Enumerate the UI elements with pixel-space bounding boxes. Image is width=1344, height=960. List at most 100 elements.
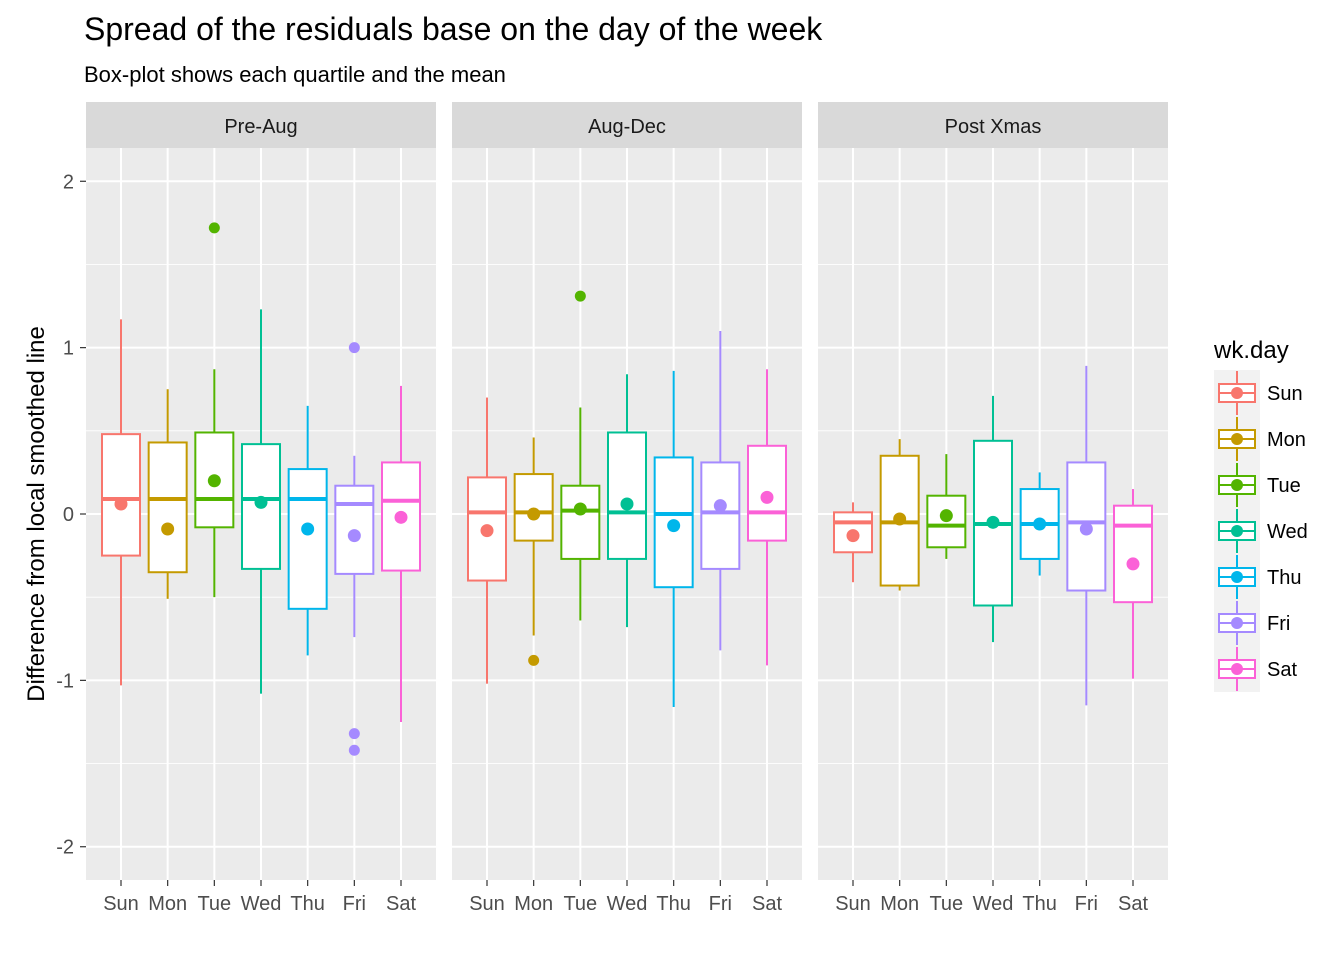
box-body: [147, 441, 188, 574]
x-tick-label: Wed: [973, 893, 1014, 915]
box-thu: [653, 370, 694, 707]
box-tue: [560, 290, 601, 621]
legend-entry-sun: Sun: [1214, 370, 1303, 416]
box-thu: [1019, 472, 1060, 576]
panel-post-xmas: Post Xmas Sun Mon Tue Wed Thu Fri Sat: [818, 102, 1168, 915]
x-tick-label: Sat: [386, 893, 416, 915]
box-body: [513, 473, 554, 542]
mean-point: [207, 474, 221, 488]
legend-label: Fri: [1267, 613, 1290, 635]
legend-title: wk.day: [1213, 337, 1289, 364]
legend-key-point: [1231, 663, 1243, 675]
facet-strip-label: Pre-Aug: [224, 116, 297, 138]
panel-aug-dec: Aug-Dec Sun Mon Tue Wed Thu Fri Sat: [452, 102, 802, 915]
legend-label: Thu: [1267, 567, 1301, 589]
legend-label: Sun: [1267, 383, 1303, 405]
box-mon: [147, 389, 188, 599]
box-body: [1113, 504, 1153, 604]
x-tick-label: Sun: [103, 893, 139, 915]
facet-strip: [818, 102, 1168, 148]
box-tue: [926, 454, 967, 559]
mean-point: [620, 497, 634, 511]
legend-entry-fri: Fri: [1214, 600, 1290, 646]
x-tick-label: Thu: [656, 893, 690, 915]
mean-point: [760, 490, 774, 504]
mean-point: [667, 519, 681, 533]
box-tue: [194, 222, 235, 598]
box-body: [607, 431, 647, 560]
box-fri: [334, 342, 375, 756]
legend-key-point: [1231, 571, 1243, 583]
y-tick-label: -2: [56, 837, 74, 859]
legend-key-point: [1231, 525, 1243, 537]
legend-entry-thu: Thu: [1214, 554, 1301, 600]
box-body: [287, 468, 328, 610]
legend-entry-wed: Wed: [1214, 508, 1308, 554]
box-mon: [879, 439, 920, 591]
mean-point: [713, 499, 727, 513]
x-tick-label: Sat: [1118, 893, 1148, 915]
legend-label: Wed: [1267, 521, 1308, 543]
facet-strip: [452, 102, 802, 148]
facet-strip-label: Aug-Dec: [588, 116, 666, 138]
legend-label: Mon: [1267, 429, 1306, 451]
y-tick-label: -1: [56, 670, 74, 692]
mean-point: [1033, 517, 1047, 531]
x-tick-label: Thu: [1022, 893, 1056, 915]
x-tick-label: Sun: [469, 893, 505, 915]
x-tick-label: Sun: [835, 893, 871, 915]
box-wed: [607, 374, 647, 628]
facet-strip: [86, 102, 436, 148]
y-axis-title: Difference from local smoothed line: [23, 326, 50, 702]
box-sat: [747, 369, 787, 666]
outlier-point: [348, 342, 360, 354]
legend-key-point: [1231, 387, 1243, 399]
mean-point: [161, 522, 175, 536]
panel-pre-aug: Pre-Aug Sun Mon Tue Wed Thu Fri Sat: [86, 102, 436, 915]
box-body: [560, 484, 601, 560]
outlier-point: [348, 728, 360, 740]
mean-point: [254, 495, 268, 509]
outlier-point: [528, 654, 540, 666]
mean-point: [1126, 557, 1140, 571]
legend-key-point: [1231, 479, 1243, 491]
facet-strip-label: Post Xmas: [945, 116, 1042, 138]
mean-point: [394, 510, 408, 524]
x-tick-label: Mon: [880, 893, 919, 915]
x-tick-label: Fri: [1075, 893, 1098, 915]
x-tick-label: Tue: [929, 893, 963, 915]
x-tick-label: Sat: [752, 893, 782, 915]
x-tick-label: Tue: [197, 893, 231, 915]
y-tick-label: 2: [63, 171, 74, 193]
x-tick-label: Fri: [709, 893, 732, 915]
box-thu: [287, 405, 328, 656]
y-tick-label: 0: [63, 504, 74, 526]
mean-point: [347, 529, 361, 543]
legend-entry-mon: Mon: [1214, 416, 1306, 462]
mean-point: [939, 509, 953, 523]
legend: wk.day Sun Mon Tue Wed Thu Fri Sat: [1213, 337, 1308, 692]
box-sun: [833, 502, 873, 583]
legend-label: Tue: [1267, 475, 1301, 497]
y-tick-label: 1: [63, 338, 74, 360]
outlier-point: [208, 222, 220, 234]
legend-entry-sat: Sat: [1214, 646, 1297, 692]
x-tick-label: Wed: [607, 893, 648, 915]
mean-point: [301, 522, 315, 536]
mean-point: [480, 524, 494, 538]
x-tick-label: Mon: [514, 893, 553, 915]
legend-key-point: [1231, 617, 1243, 629]
box-fri: [700, 331, 741, 651]
mean-point: [1079, 522, 1093, 536]
box-fri: [1066, 365, 1107, 706]
box-sat: [1113, 489, 1153, 679]
box-mon: [513, 437, 554, 666]
x-tick-label: Tue: [563, 893, 597, 915]
chart-title: Spread of the residuals base on the day …: [84, 11, 823, 47]
x-tick-label: Thu: [290, 893, 324, 915]
box-sun: [101, 319, 141, 686]
legend-entries: Sun Mon Tue Wed Thu Fri Sat: [1214, 370, 1308, 692]
box-wed: [973, 395, 1013, 643]
legend-label: Sat: [1267, 659, 1297, 681]
